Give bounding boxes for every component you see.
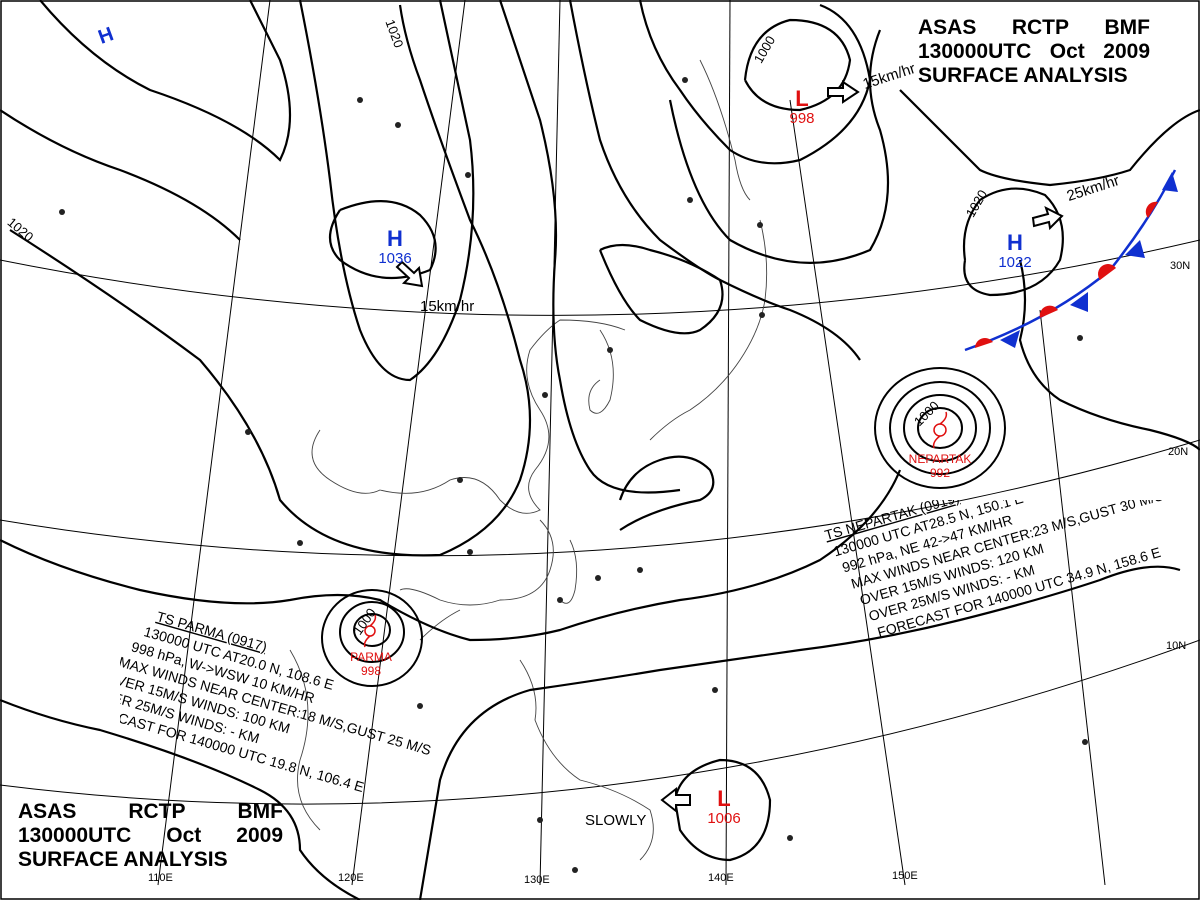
latitude-label: 20N [1168,446,1189,458]
storm-pressure: 998 [360,664,382,678]
parma-isobars [321,589,423,687]
agency-label: RCTP [1011,16,1070,39]
agency-label: RCTP [128,800,186,823]
chart-header-top-right: ASAS RCTP BMF 130000UTC Oct 2009 SURFACE… [918,16,1150,88]
low-letter: L [717,786,731,811]
longitude-label: 130E [524,874,550,886]
agency-label: ASAS [918,16,977,39]
high-value: 1036 [378,250,412,267]
low-value: 1006 [707,810,741,827]
storm-name: PARMA [350,650,392,664]
longitude-label: 120E [338,872,364,884]
header-time: 130000UTC [918,40,1032,63]
chart-header-bottom-left: ASAS RCTP BMF 130000UTC Oct 2009 SURFACE… [18,800,283,872]
motion-label: 15km/hr [420,298,475,315]
header-datetime: 130000UTC Oct 2009 [918,40,1150,64]
header-month: Oct [166,824,202,847]
low-value: 998 [789,110,815,127]
arrow-icon [395,260,424,288]
longitude-label: 110E [148,872,173,884]
header-agencies: ASAS RCTP BMF [18,800,283,824]
high-letter: H [1007,230,1023,255]
high-center-1022: H 1022 [990,230,1040,272]
longitude-label: 140E [708,872,734,884]
high-letter: H [387,226,403,251]
low-center-1006: L 1006 [702,786,746,828]
storm-label-parma: PARMA 998 [336,650,406,678]
header-year: 2009 [236,824,283,847]
latitude-label: 10N [1166,640,1187,652]
arrow-icon [827,80,860,104]
arrow-icon [1031,206,1064,231]
agency-label: BMF [237,800,284,823]
coastlines [289,59,768,861]
storm-pressure: 992 [929,466,951,480]
high-center-1036: H 1036 [370,226,420,268]
storm-name: NEPARTAK [908,452,972,466]
high-value: 1022 [998,254,1032,271]
low-letter: L [795,86,809,111]
stationary-front [964,169,1178,352]
high-letter: H [95,23,117,49]
motion-label: SLOWLY [585,812,647,829]
latitude-label: 30N [1170,260,1191,272]
header-product: SURFACE ANALYSIS [918,64,1128,87]
meridian-lines [157,0,1106,886]
header-time: 130000UTC [18,824,132,847]
nepartak-isobars [874,367,1006,489]
motion-arrows [395,80,1064,814]
arrow-icon [660,786,691,814]
header-year: 2009 [1103,40,1150,63]
storm-info-parma: TS PARMA (0917) 130000 UTC AT20.0 N, 108… [120,608,433,795]
header-month: Oct [1049,40,1085,63]
header-datetime: 130000UTC Oct 2009 [18,824,283,848]
agency-label: ASAS [18,800,77,823]
storm-label-nepartak: NEPARTAK 992 [900,452,980,480]
longitude-label: 150E [892,870,918,882]
station-plots [59,77,1088,873]
high-center-nw: H [94,23,118,49]
header-product: SURFACE ANALYSIS [18,848,228,871]
low-center-998: L 998 [780,86,824,128]
agency-label: BMF [1104,16,1151,39]
header-agencies: ASAS RCTP BMF [918,16,1150,40]
typhoon-symbols [363,411,948,648]
storm-info-nepartak: TS NEPARTAK (0919) 130000 UTC AT28.5 N, … [823,500,1165,640]
